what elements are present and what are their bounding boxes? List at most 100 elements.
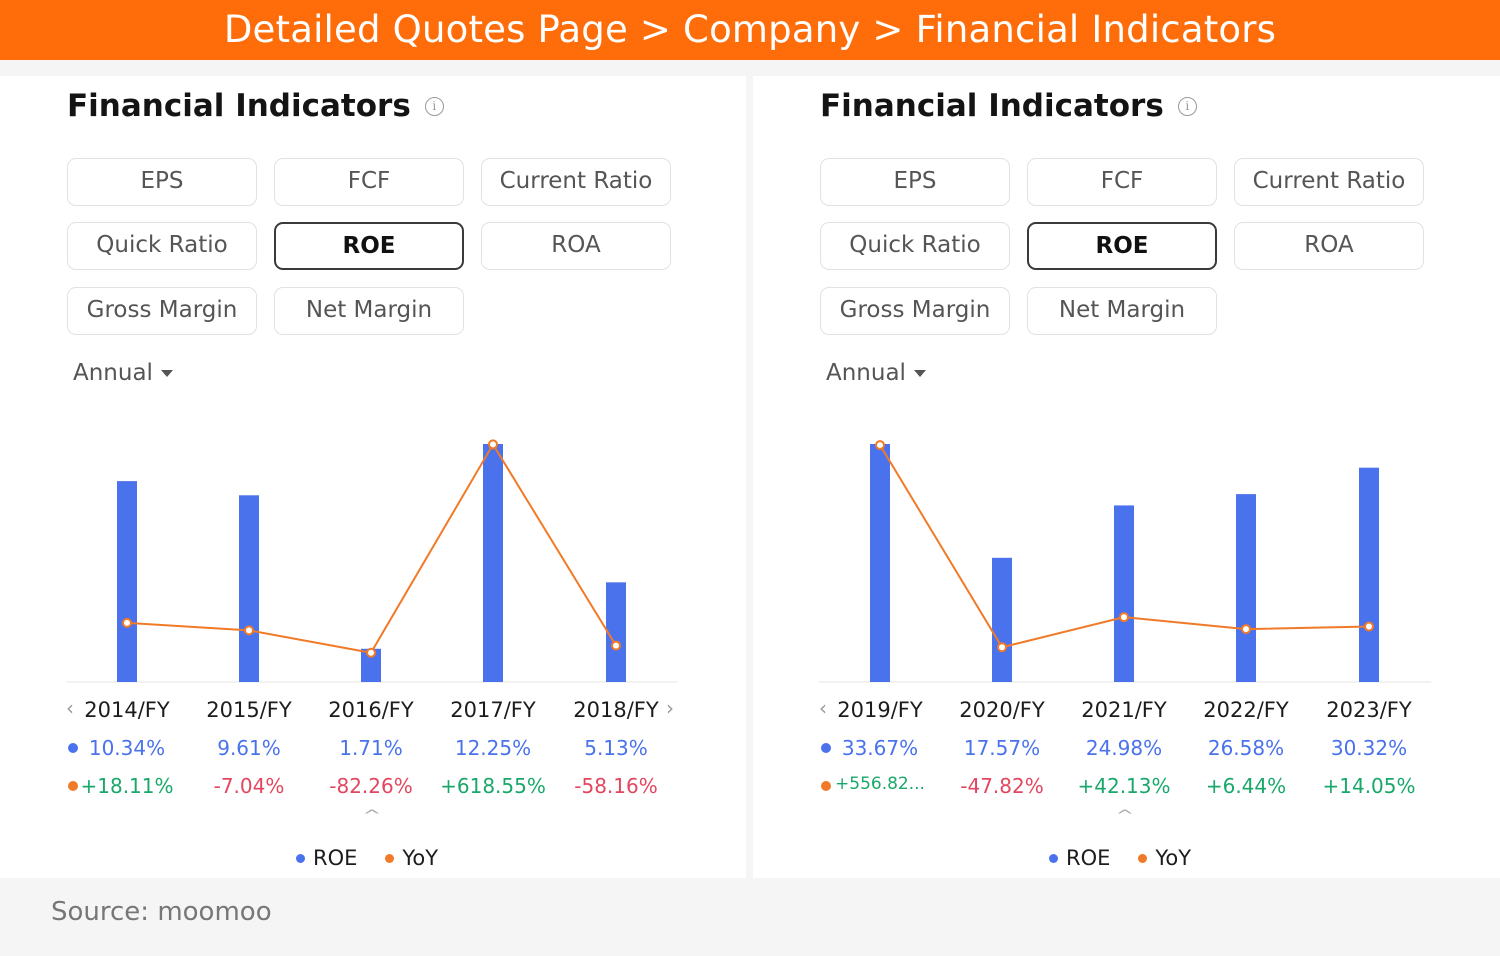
- yoy-marker-dot: [821, 781, 831, 791]
- source-caption: Source: moomoo: [51, 897, 272, 927]
- chart-legend: ROE YoY: [296, 846, 466, 870]
- indicator-button-fcf[interactable]: FCF: [1027, 158, 1217, 206]
- chart-legend: ROE YoY: [1049, 846, 1219, 870]
- indicator-button-quick-ratio[interactable]: Quick Ratio: [820, 222, 1010, 270]
- yoy-point[interactable]: [1241, 624, 1251, 635]
- years-cell: 2015/FY: [206, 698, 292, 722]
- indicator-button-eps[interactable]: EPS: [67, 158, 257, 206]
- years-cell: 2017/FY: [450, 698, 536, 722]
- indicator-button-gross-margin[interactable]: Gross Margin: [820, 287, 1010, 335]
- financial-indicators-panel-left: Financial Indicators i EPS FCF Current Ratio…: [0, 76, 746, 878]
- period-dropdown[interactable]: Annual: [73, 360, 173, 386]
- roe-cell: 9.61%: [217, 736, 281, 760]
- roe-bar[interactable]: [870, 444, 890, 682]
- years-row: 2014/FY 2015/FY 2016/FY 2017/FY 2018/FY: [66, 698, 678, 732]
- yoy-cell: +556.82...: [835, 774, 925, 794]
- yoy-point[interactable]: [1119, 612, 1129, 623]
- roe-marker-dot: [821, 743, 831, 753]
- legend-dot: [296, 853, 305, 863]
- legend-dot: [1138, 853, 1148, 863]
- yoy-row: +18.11% -7.04% -82.26% +618.55% -58.16%: [66, 774, 678, 808]
- roe-cell: 12.25%: [454, 736, 532, 760]
- indicator-button-eps[interactable]: EPS: [820, 158, 1010, 206]
- roe-bar[interactable]: [361, 648, 381, 682]
- roe-cell: 33.67%: [841, 736, 919, 760]
- indicator-button-roa[interactable]: ROA: [481, 222, 671, 270]
- roe-cell: 1.71%: [339, 736, 403, 760]
- roe-bar[interactable]: [239, 495, 259, 682]
- roe-cell: 5.13%: [584, 736, 648, 760]
- roe-cell: 26.58%: [1207, 736, 1285, 760]
- yoy-point[interactable]: [122, 617, 132, 628]
- yoy-row: +556.82... -47.82% +42.13% +6.44% +14.05%: [819, 774, 1431, 808]
- roe-row: 10.34% 9.61% 1.71% 12.25% 5.13%: [66, 736, 678, 770]
- yoy-marker-dot: [68, 781, 78, 791]
- yoy-cell: +42.13%: [1077, 774, 1171, 798]
- yoy-point[interactable]: [1364, 621, 1374, 632]
- years-cell: 2016/FY: [328, 698, 414, 722]
- indicator-button-gross-margin[interactable]: Gross Margin: [67, 287, 257, 335]
- indicator-button-net-margin[interactable]: Net Margin: [274, 287, 464, 335]
- yoy-cell: -58.16%: [574, 774, 658, 798]
- roe-bar[interactable]: [483, 444, 503, 682]
- roe-bar[interactable]: [992, 557, 1012, 682]
- years-cell: 2014/FY: [84, 698, 170, 722]
- section-title-text: Financial Indicators: [67, 88, 411, 124]
- yoy-point[interactable]: [366, 647, 376, 658]
- roe-bar[interactable]: [1236, 494, 1256, 682]
- yoy-point[interactable]: [875, 440, 885, 451]
- indicator-button-roe[interactable]: ROE: [1027, 222, 1217, 270]
- roe-chart: [819, 440, 1431, 683]
- roe-marker-dot: [68, 743, 78, 753]
- legend-dot: [385, 853, 395, 863]
- indicator-button-roa[interactable]: ROA: [1234, 222, 1424, 270]
- indicator-button-current-ratio[interactable]: Current Ratio: [1234, 158, 1424, 206]
- legend-item-roe[interactable]: ROE: [296, 846, 357, 870]
- yoy-cell: -47.82%: [960, 774, 1044, 798]
- financial-indicators-panel-right: Financial Indicators i EPS FCF Current Ratio…: [753, 76, 1500, 878]
- section-title-text: Financial Indicators: [820, 88, 1164, 124]
- section-title: Financial Indicators i: [67, 88, 444, 124]
- indicator-button-current-ratio[interactable]: Current Ratio: [481, 158, 671, 206]
- years-cell: 2023/FY: [1326, 698, 1412, 722]
- prev-period-arrow-icon[interactable]: ‹: [66, 696, 74, 720]
- legend-item-yoy[interactable]: YoY: [1138, 846, 1191, 870]
- roe-cell: 30.32%: [1330, 736, 1408, 760]
- caret-down-icon: [160, 370, 173, 377]
- next-period-arrow-icon[interactable]: ›: [666, 696, 674, 720]
- roe-bar[interactable]: [1359, 467, 1379, 682]
- yoy-point[interactable]: [997, 642, 1007, 653]
- caret-down-icon: [913, 370, 926, 377]
- roe-cell: 10.34%: [88, 736, 166, 760]
- roe-bar[interactable]: [606, 582, 626, 682]
- roe-bar[interactable]: [1114, 505, 1134, 682]
- indicator-button-roe[interactable]: ROE: [274, 222, 464, 270]
- legend-item-roe[interactable]: ROE: [1049, 846, 1110, 870]
- roe-row: 33.67% 17.57% 24.98% 26.58% 30.32%: [819, 736, 1431, 770]
- info-icon[interactable]: i: [424, 96, 444, 116]
- chevron-up-icon[interactable]: ^: [1115, 808, 1135, 824]
- years-cell: 2018/FY: [573, 698, 659, 722]
- legend-label: YoY: [1155, 846, 1192, 870]
- yoy-cell: +14.05%: [1322, 774, 1416, 798]
- yoy-cell: -7.04%: [213, 774, 285, 798]
- yoy-point[interactable]: [611, 640, 621, 651]
- legend-item-yoy[interactable]: YoY: [385, 846, 438, 870]
- roe-bar[interactable]: [117, 481, 137, 682]
- legend-label: ROE: [1066, 846, 1111, 870]
- yoy-point[interactable]: [244, 625, 254, 636]
- roe-cell: 17.57%: [963, 736, 1041, 760]
- period-dropdown[interactable]: Annual: [826, 360, 926, 386]
- indicator-button-fcf[interactable]: FCF: [274, 158, 464, 206]
- years-cell: 2020/FY: [959, 698, 1045, 722]
- years-row: 2019/FY 2020/FY 2021/FY 2022/FY 2023/FY: [819, 698, 1431, 732]
- chevron-up-icon[interactable]: ^: [362, 808, 382, 824]
- legend-label: ROE: [313, 846, 358, 870]
- page-banner: Detailed Quotes Page > Company > Financi…: [0, 0, 1500, 60]
- indicator-button-quick-ratio[interactable]: Quick Ratio: [67, 222, 257, 270]
- yoy-point[interactable]: [488, 439, 498, 450]
- prev-period-arrow-icon[interactable]: ‹: [819, 696, 827, 720]
- indicator-button-net-margin[interactable]: Net Margin: [1027, 287, 1217, 335]
- period-dropdown-label: Annual: [73, 360, 153, 386]
- info-icon[interactable]: i: [1177, 96, 1197, 116]
